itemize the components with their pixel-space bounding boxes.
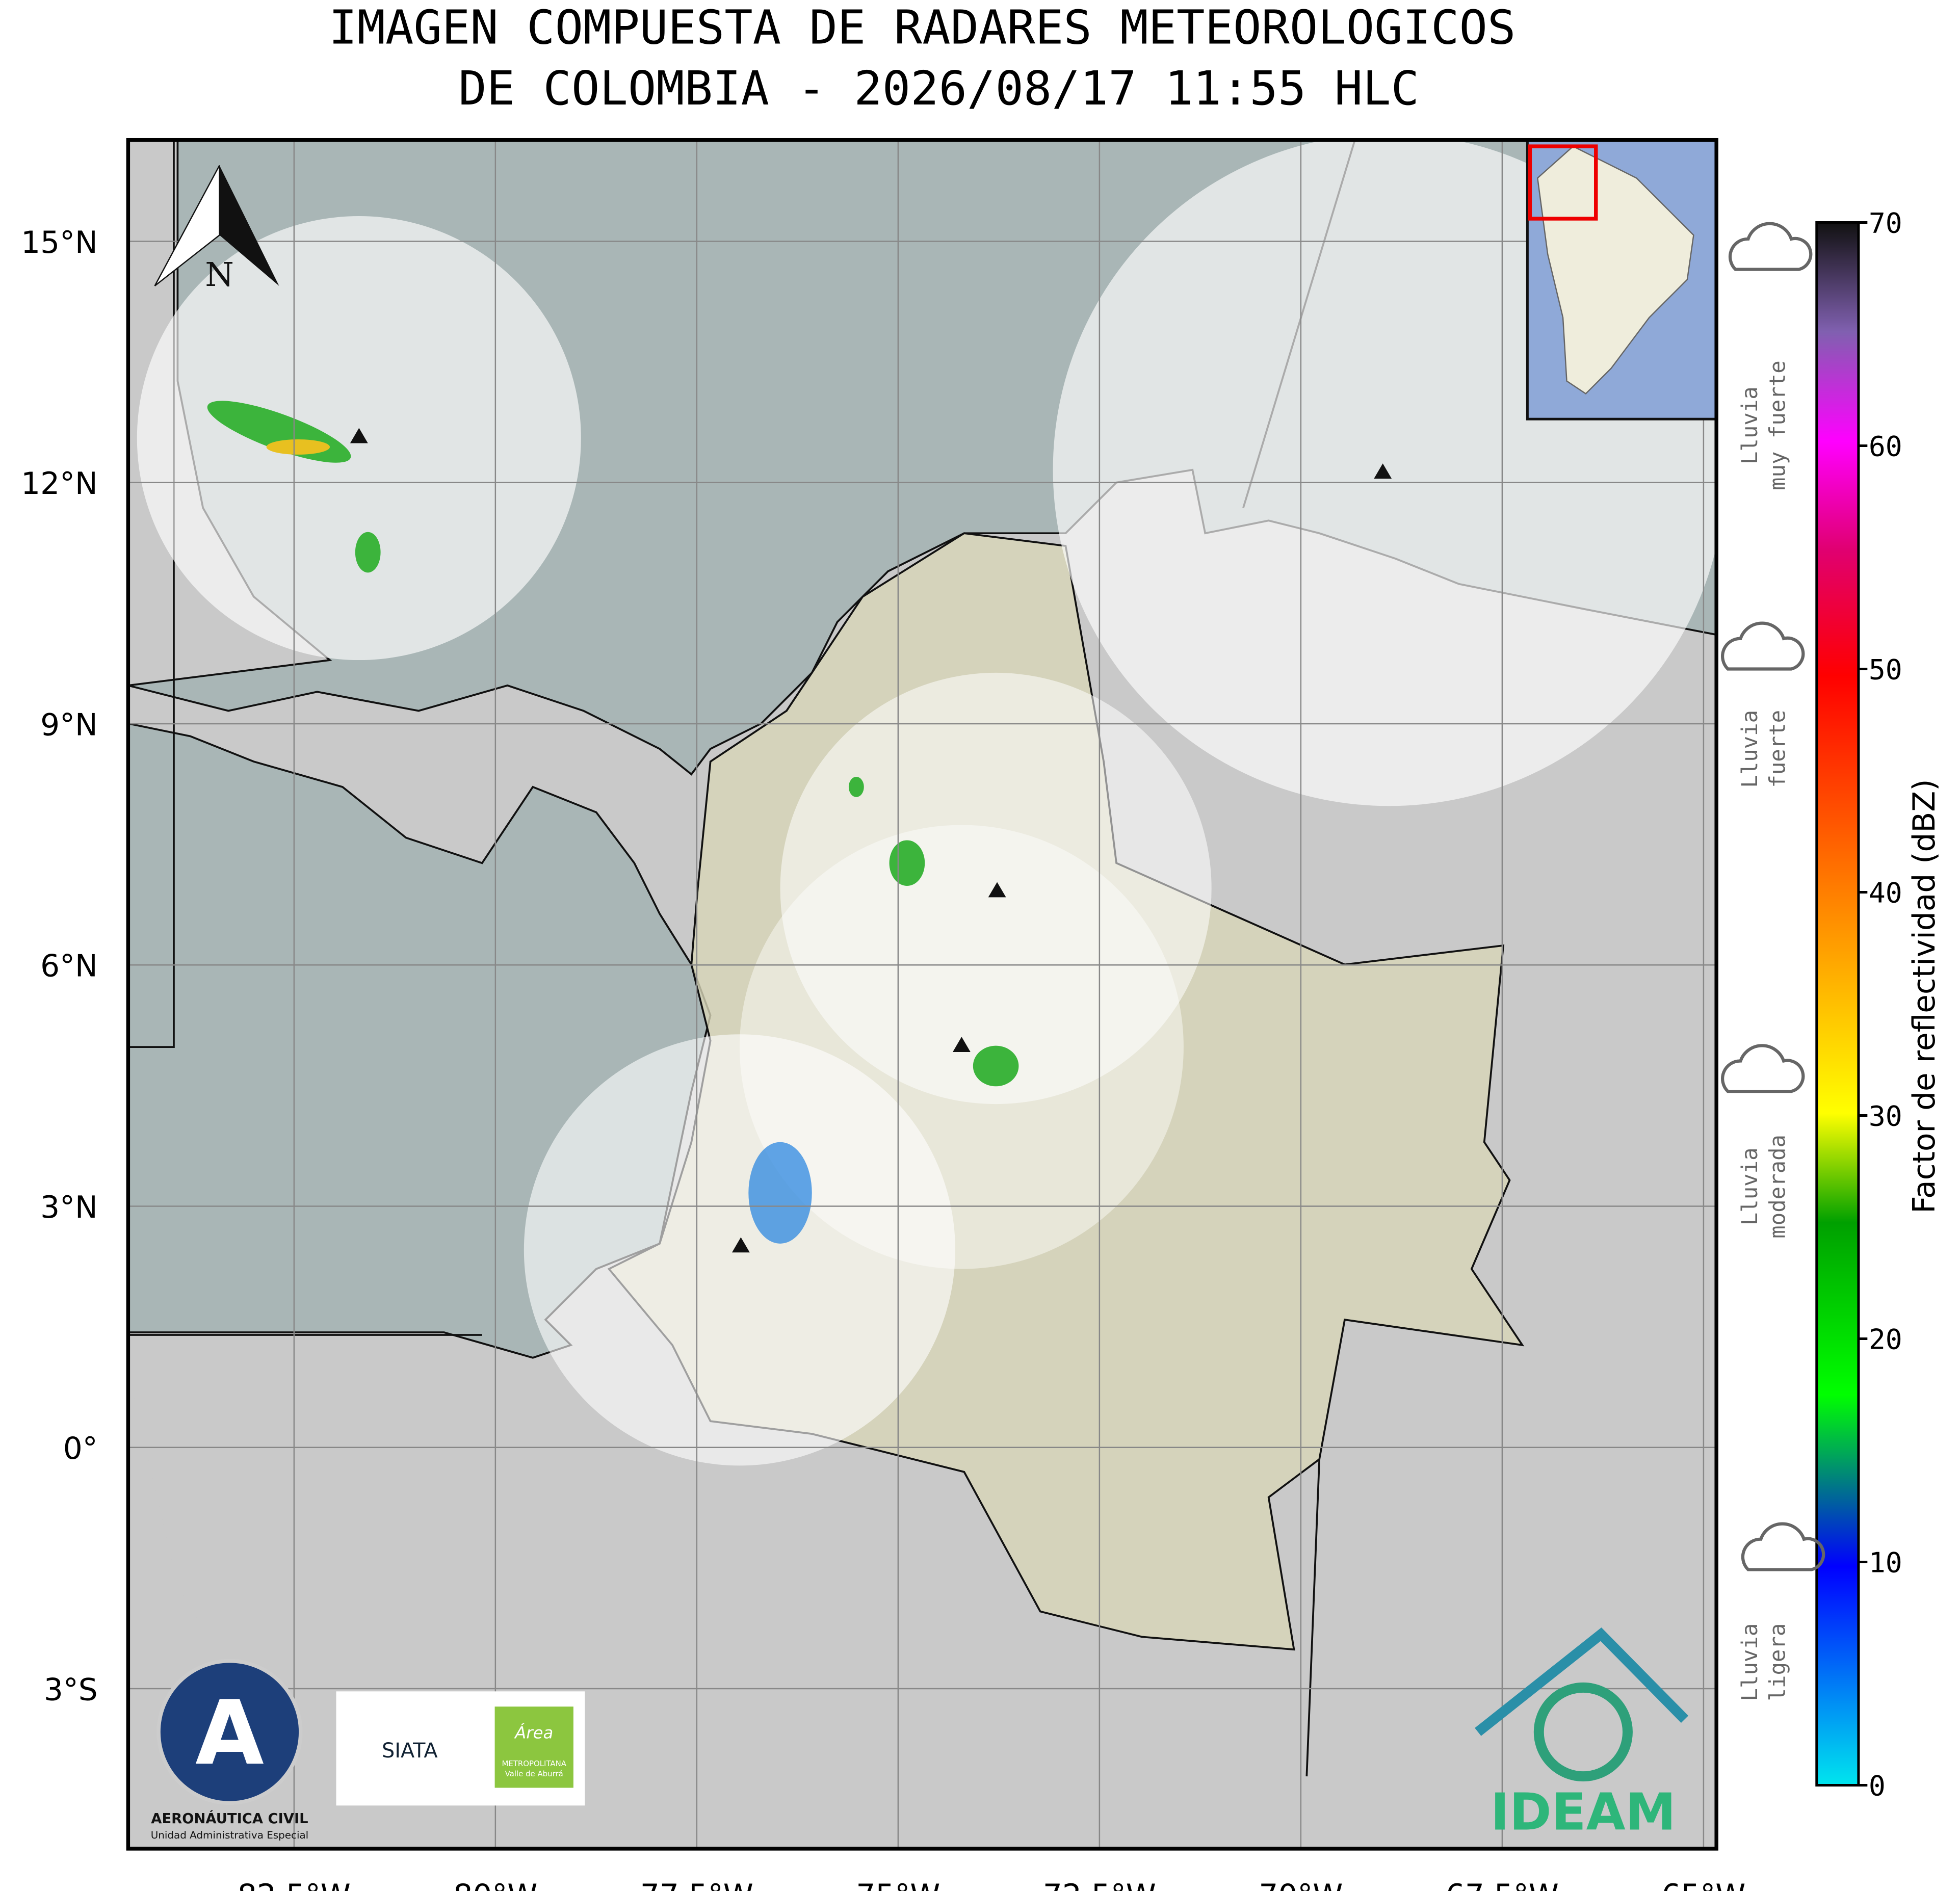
colorbar-tick-label: 30 bbox=[1869, 1099, 1902, 1132]
colorbar-tick-label: 50 bbox=[1869, 653, 1902, 686]
title-line: IMAGEN COMPUESTA DE RADARES METEOROLOGIC… bbox=[329, 1, 1515, 55]
svg-text:A: A bbox=[195, 1682, 264, 1785]
x-tick-label: 82.5°W bbox=[238, 1878, 351, 1891]
x-tick-label: 67.5°W bbox=[1446, 1878, 1559, 1891]
logo-text: Unidad Administrativa Especial bbox=[151, 1829, 308, 1841]
rain-label: moderada bbox=[1765, 1135, 1790, 1239]
logo-text: Valle de Aburrá bbox=[505, 1769, 563, 1778]
y-tick-label: 12°N bbox=[21, 466, 98, 502]
colorbar-tick-label: 10 bbox=[1869, 1546, 1902, 1579]
logo-text: Área bbox=[514, 1723, 553, 1742]
x-tick-label: 77.5°W bbox=[640, 1878, 753, 1891]
rain-label: muy fuerte bbox=[1765, 360, 1790, 490]
grid bbox=[128, 140, 1717, 1849]
y-tick-label: 3°N bbox=[40, 1190, 98, 1225]
map-frame bbox=[126, 138, 1718, 1851]
y-tick-label: 6°N bbox=[40, 949, 98, 984]
colorbar-tick-label: 0 bbox=[1869, 1769, 1886, 1802]
rain-label: Lluvia bbox=[1737, 710, 1762, 788]
colorbar bbox=[1815, 221, 1860, 1787]
ticks: 82.5°W 80°W 77.5°W 75°W 72.5°W 70°W 67.5°W 65°W… bbox=[21, 225, 1745, 1891]
x-tick-label: 70°W bbox=[1259, 1878, 1343, 1891]
title-line: DE COLOMBIA - 2026/08/17 11:55 HLC bbox=[458, 61, 1419, 116]
rain-label: Lluvia bbox=[1737, 1623, 1762, 1701]
colorbar-tick-label: 40 bbox=[1869, 876, 1902, 909]
y-tick-label: 9°N bbox=[40, 707, 98, 743]
radar-sites bbox=[350, 428, 1392, 1253]
north-arrow: N bbox=[154, 165, 279, 294]
map-area: N A AERONÁUTICA CIVIL Unidad Administrat… bbox=[128, 140, 1717, 1849]
logo-text: AERONÁUTICA CIVIL bbox=[151, 1810, 308, 1827]
logo-text: METROPOLITANA bbox=[502, 1759, 566, 1768]
y-tick-label: 0° bbox=[63, 1431, 98, 1466]
rain-label: fuerte bbox=[1765, 710, 1790, 788]
y-tick-label: 15°N bbox=[21, 225, 98, 260]
colorbar-tick-label: 60 bbox=[1869, 430, 1902, 462]
north-label: N bbox=[205, 256, 234, 294]
logo-siata-area: SIATA Área METROPOLITANA Valle de Aburrá bbox=[336, 1691, 585, 1806]
logo-text: SIATA bbox=[382, 1739, 438, 1763]
logo-ideam: IDEAM bbox=[1475, 1627, 1689, 1842]
rain-icon bbox=[1721, 222, 1825, 1571]
logo-aerocivil: A AERONÁUTICA CIVIL Unidad Administrativ… bbox=[151, 1659, 308, 1841]
rain-label: Lluvia bbox=[1737, 386, 1762, 464]
x-tick-label: 65°W bbox=[1661, 1878, 1745, 1891]
colorbar-label: Factor de reflectividad (dBZ) bbox=[1907, 779, 1942, 1213]
rain-label: Lluvia bbox=[1737, 1147, 1762, 1225]
x-tick-label: 80°W bbox=[453, 1878, 537, 1891]
colorbar-tick-label: 20 bbox=[1869, 1323, 1902, 1355]
x-tick-label: 72.5°W bbox=[1043, 1878, 1156, 1891]
rain-label: ligera bbox=[1765, 1623, 1790, 1701]
inset-extent bbox=[1528, 144, 1598, 221]
inset-land bbox=[1536, 145, 1694, 395]
y-tick-label: 3°S bbox=[44, 1672, 98, 1708]
x-tick-label: 75°W bbox=[856, 1878, 940, 1891]
colorbar-ticks: 0 10 20 30 40 50 60 70 bbox=[1858, 206, 1902, 1802]
colorbar-tick-label: 70 bbox=[1869, 206, 1902, 239]
logo-text: IDEAM bbox=[1491, 1783, 1676, 1842]
